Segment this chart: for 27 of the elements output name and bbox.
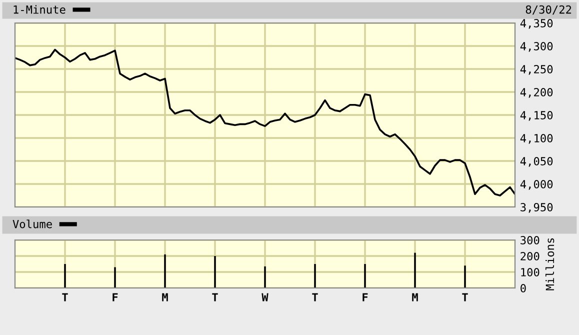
y-tick-label: 4,100 xyxy=(520,134,553,144)
y-tick-label: 4,200 xyxy=(520,88,553,98)
y-tick-label: 4,000 xyxy=(520,180,553,190)
y-tick-label: 3,950 xyxy=(520,203,553,213)
legend-label: Volume xyxy=(12,220,52,228)
y-tick-label: 200 xyxy=(520,252,540,260)
legend-label: 1-Minute xyxy=(14,5,66,14)
y-tick-label: 300 xyxy=(520,236,540,244)
y-tick-label: 4,300 xyxy=(520,42,553,52)
x-tick-label: T xyxy=(462,293,468,302)
y-tick-label: 0 xyxy=(520,284,526,292)
y-tick-label: 4,250 xyxy=(520,65,553,75)
line-series xyxy=(15,48,515,196)
text: 8/30/22 xyxy=(526,5,572,15)
x-tick-label: T xyxy=(212,293,218,302)
y-axis-title: Millions xyxy=(545,238,554,290)
x-tick-label: F xyxy=(112,293,118,302)
x-tick-label: M xyxy=(162,293,168,302)
y-tick-label: 4,350 xyxy=(520,19,553,29)
x-tick-label: T xyxy=(62,293,68,302)
x-tick-label: T xyxy=(312,293,318,302)
y-tick-label: 100 xyxy=(521,268,540,276)
x-tick-label: M xyxy=(412,293,418,302)
y-tick-label: 4,150 xyxy=(520,111,553,121)
x-tick-label: W xyxy=(262,293,268,302)
y-tick-label: 4,050 xyxy=(520,157,553,167)
x-tick-label: F xyxy=(362,293,368,302)
